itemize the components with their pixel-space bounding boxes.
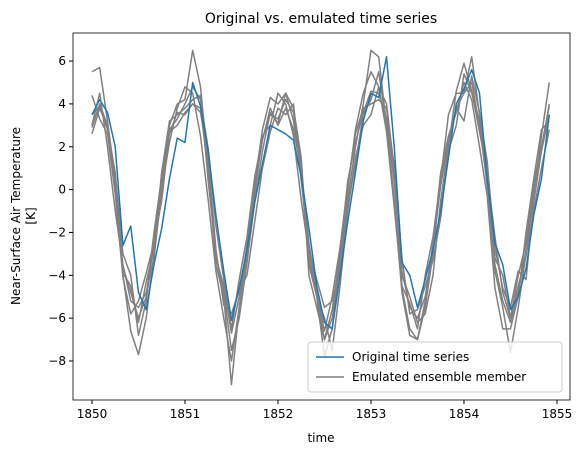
plot-frame	[72, 32, 571, 401]
legend-box	[307, 341, 563, 393]
y-tick-label: −6	[48, 311, 66, 325]
y-axis-label: [K]	[24, 207, 38, 224]
x-tick-label: 1853	[356, 407, 387, 421]
x-tick-label: 1850	[77, 407, 108, 421]
x-axis-label: time	[307, 431, 334, 445]
y-axis-label: Near-Surface Air Temperature	[9, 127, 23, 305]
y-tick-label: 2	[58, 140, 66, 154]
chart-title: Original vs. emulated time series	[205, 11, 437, 27]
legend-label: Original time series	[352, 350, 469, 364]
series-line	[91, 56, 551, 330]
x-tick-label: 1854	[449, 407, 480, 421]
y-tick-label: 4	[58, 97, 66, 111]
y-tick-label: −2	[48, 225, 66, 239]
y-tick-label: 6	[58, 54, 66, 68]
y-tick-label: 0	[58, 183, 66, 197]
legend-label: Emulated ensemble member	[352, 370, 526, 384]
y-tick-label: −8	[48, 354, 66, 368]
ensemble-line	[91, 81, 550, 341]
x-tick-label: 1851	[170, 407, 201, 421]
y-tick-label: −4	[48, 268, 66, 282]
ensemble-line	[91, 71, 550, 362]
x-tick-label: 1852	[263, 407, 294, 421]
x-tick-label: 1855	[542, 407, 573, 421]
